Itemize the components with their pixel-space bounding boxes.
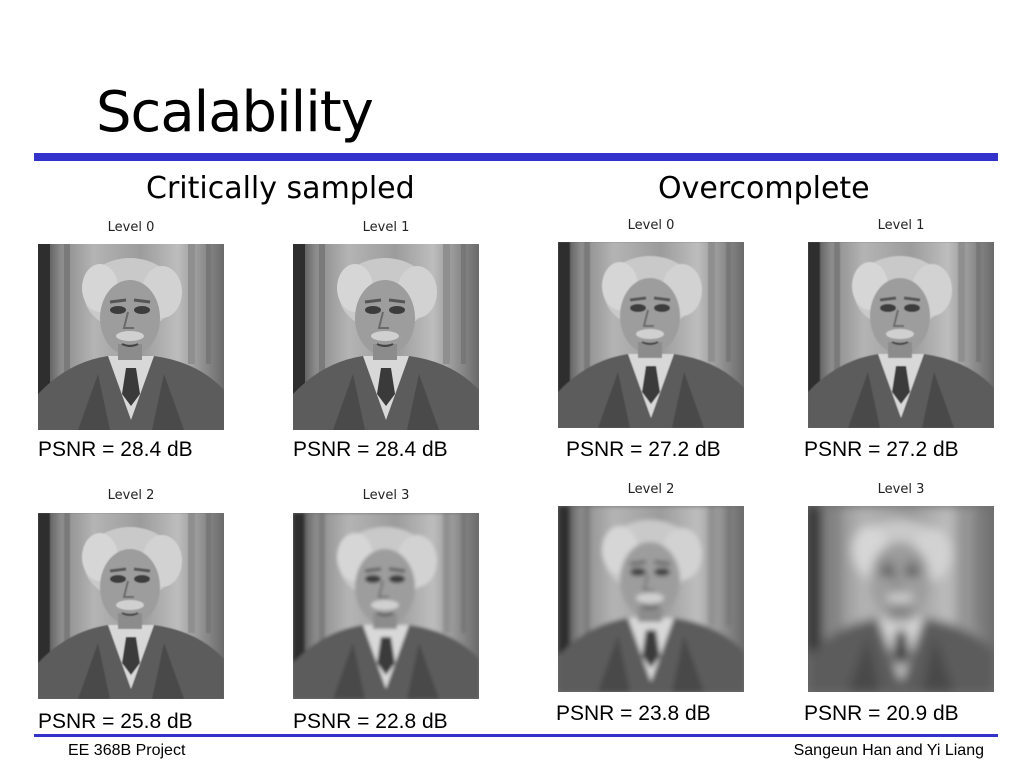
portrait-image: [808, 506, 994, 692]
portrait-image: [293, 244, 479, 430]
portrait-image: [38, 513, 224, 699]
psnr-label: PSNR = 25.8 dB: [38, 710, 193, 733]
portrait-image: [293, 513, 479, 699]
level-label: Level 2: [627, 482, 675, 497]
level-label: Level 1: [362, 220, 410, 235]
level-label: Level 0: [627, 218, 675, 233]
psnr-label: PSNR = 27.2 dB: [566, 438, 721, 461]
portrait-image: [558, 506, 744, 692]
section-heading-critically-sampled: Critically sampled: [146, 171, 415, 206]
psnr-label: PSNR = 28.4 dB: [293, 438, 448, 461]
psnr-label: PSNR = 23.8 dB: [556, 702, 711, 725]
psnr-label: PSNR = 20.9 dB: [804, 702, 959, 725]
portrait-image: [558, 242, 744, 428]
footer-divider: [34, 734, 998, 737]
level-label: Level 1: [877, 218, 925, 233]
psnr-label: PSNR = 28.4 dB: [38, 438, 193, 461]
portrait-image: [38, 244, 224, 430]
portrait-image: [808, 242, 994, 428]
footer-project: EE 368B Project: [68, 742, 186, 759]
level-label: Level 0: [107, 220, 155, 235]
slide-title: Scalability: [96, 80, 374, 145]
level-label: Level 3: [362, 488, 410, 503]
title-divider: [34, 153, 998, 161]
level-label: Level 2: [107, 488, 155, 503]
footer-authors: Sangeun Han and Yi Liang: [793, 742, 984, 759]
level-label: Level 3: [877, 482, 925, 497]
psnr-label: PSNR = 22.8 dB: [293, 710, 448, 733]
psnr-label: PSNR = 27.2 dB: [804, 438, 959, 461]
section-heading-overcomplete: Overcomplete: [658, 171, 870, 206]
